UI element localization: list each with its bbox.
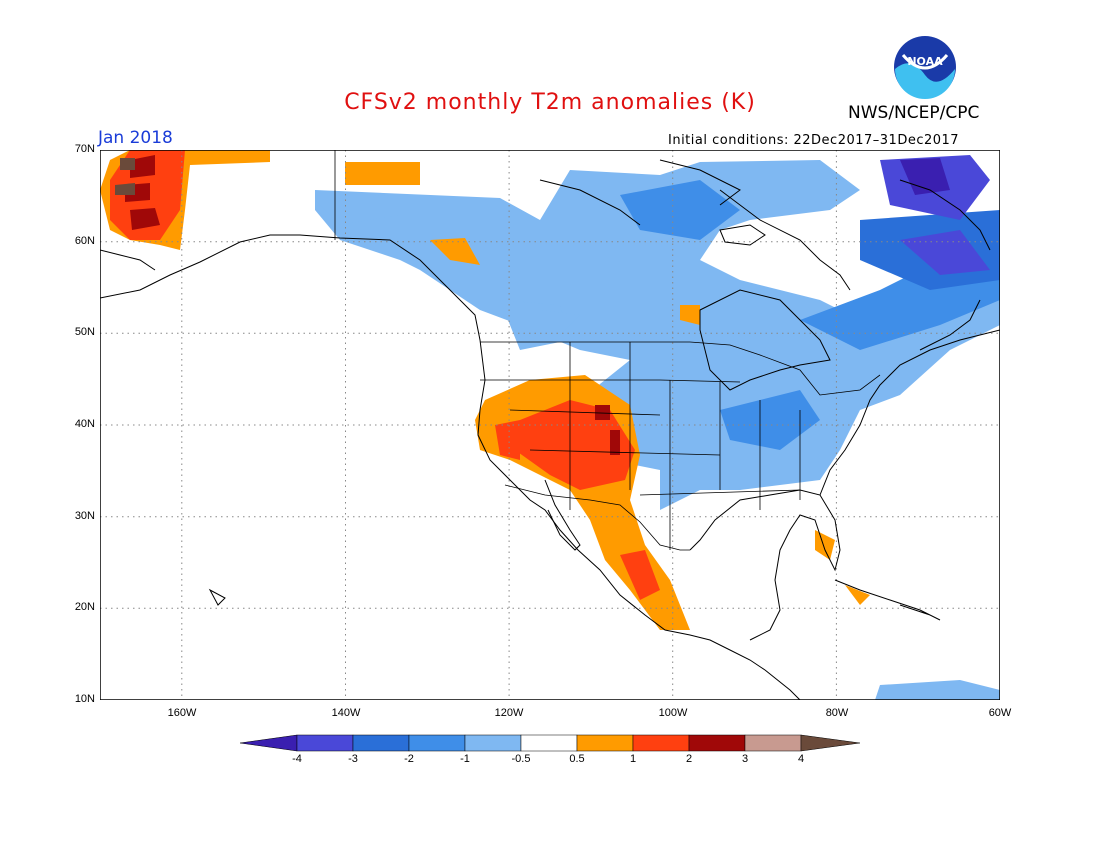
initial-conditions: Initial conditions: 22Dec2017–31Dec2017 bbox=[668, 133, 960, 148]
lon-label-140w: 140W bbox=[331, 707, 361, 719]
chart-title: CFSv2 monthly T2m anomalies (K) bbox=[344, 90, 756, 115]
coastlines bbox=[100, 159, 1000, 700]
colorbar-low-arrow bbox=[240, 734, 298, 752]
colorbar-bin bbox=[464, 734, 522, 752]
gridlines bbox=[100, 150, 1000, 700]
borders bbox=[334, 150, 881, 551]
colorbar-label: 1 bbox=[629, 753, 637, 765]
colorbar-bin bbox=[408, 734, 466, 752]
lon-label-100w: 100W bbox=[658, 707, 688, 719]
lon-label-120w: 120W bbox=[494, 707, 524, 719]
lat-label-40n: 40N bbox=[74, 418, 95, 430]
colorbar-bin bbox=[576, 734, 634, 752]
colorbar-bin bbox=[296, 734, 354, 752]
colorbar-bin bbox=[632, 734, 690, 752]
svg-text:NOAA: NOAA bbox=[907, 55, 943, 68]
lon-label-60w: 60W bbox=[988, 707, 1012, 719]
valid-month: Jan 2018 bbox=[98, 128, 173, 148]
colorbar-label: -0.5 bbox=[511, 753, 531, 765]
colorbar-label: 3 bbox=[741, 753, 749, 765]
lat-label-10n: 10N bbox=[74, 693, 95, 705]
colorbar-label: 4 bbox=[797, 753, 805, 765]
lon-label-80w: 80W bbox=[825, 707, 849, 719]
colorbar-label: -3 bbox=[348, 753, 358, 765]
lon-label-160w: 160W bbox=[167, 707, 197, 719]
colorbar-label: -2 bbox=[404, 753, 414, 765]
colorbar-bin bbox=[688, 734, 746, 752]
agency-label: NWS/NCEP/CPC bbox=[848, 103, 980, 123]
anomaly-map bbox=[100, 150, 1000, 700]
colorbar-bin bbox=[520, 734, 578, 752]
warm-anomaly-regions bbox=[100, 150, 870, 630]
colorbar-bin bbox=[744, 734, 802, 752]
lat-label-60n: 60N bbox=[74, 235, 95, 247]
colorbar-bin bbox=[352, 734, 410, 752]
colorbar-high-arrow bbox=[800, 734, 860, 752]
cold-anomaly-regions bbox=[315, 155, 1000, 700]
colorbar-label: -1 bbox=[460, 753, 470, 765]
noaa-logo: NOAA bbox=[893, 35, 957, 99]
colorbar-label: 2 bbox=[685, 753, 693, 765]
lat-label-30n: 30N bbox=[74, 510, 95, 522]
lat-label-70n: 70N bbox=[74, 143, 95, 155]
lat-label-50n: 50N bbox=[74, 326, 95, 338]
lat-label-20n: 20N bbox=[74, 601, 95, 613]
colorbar-label: -4 bbox=[292, 753, 302, 765]
colorbar bbox=[240, 734, 860, 752]
colorbar-label: 0.5 bbox=[569, 753, 585, 765]
